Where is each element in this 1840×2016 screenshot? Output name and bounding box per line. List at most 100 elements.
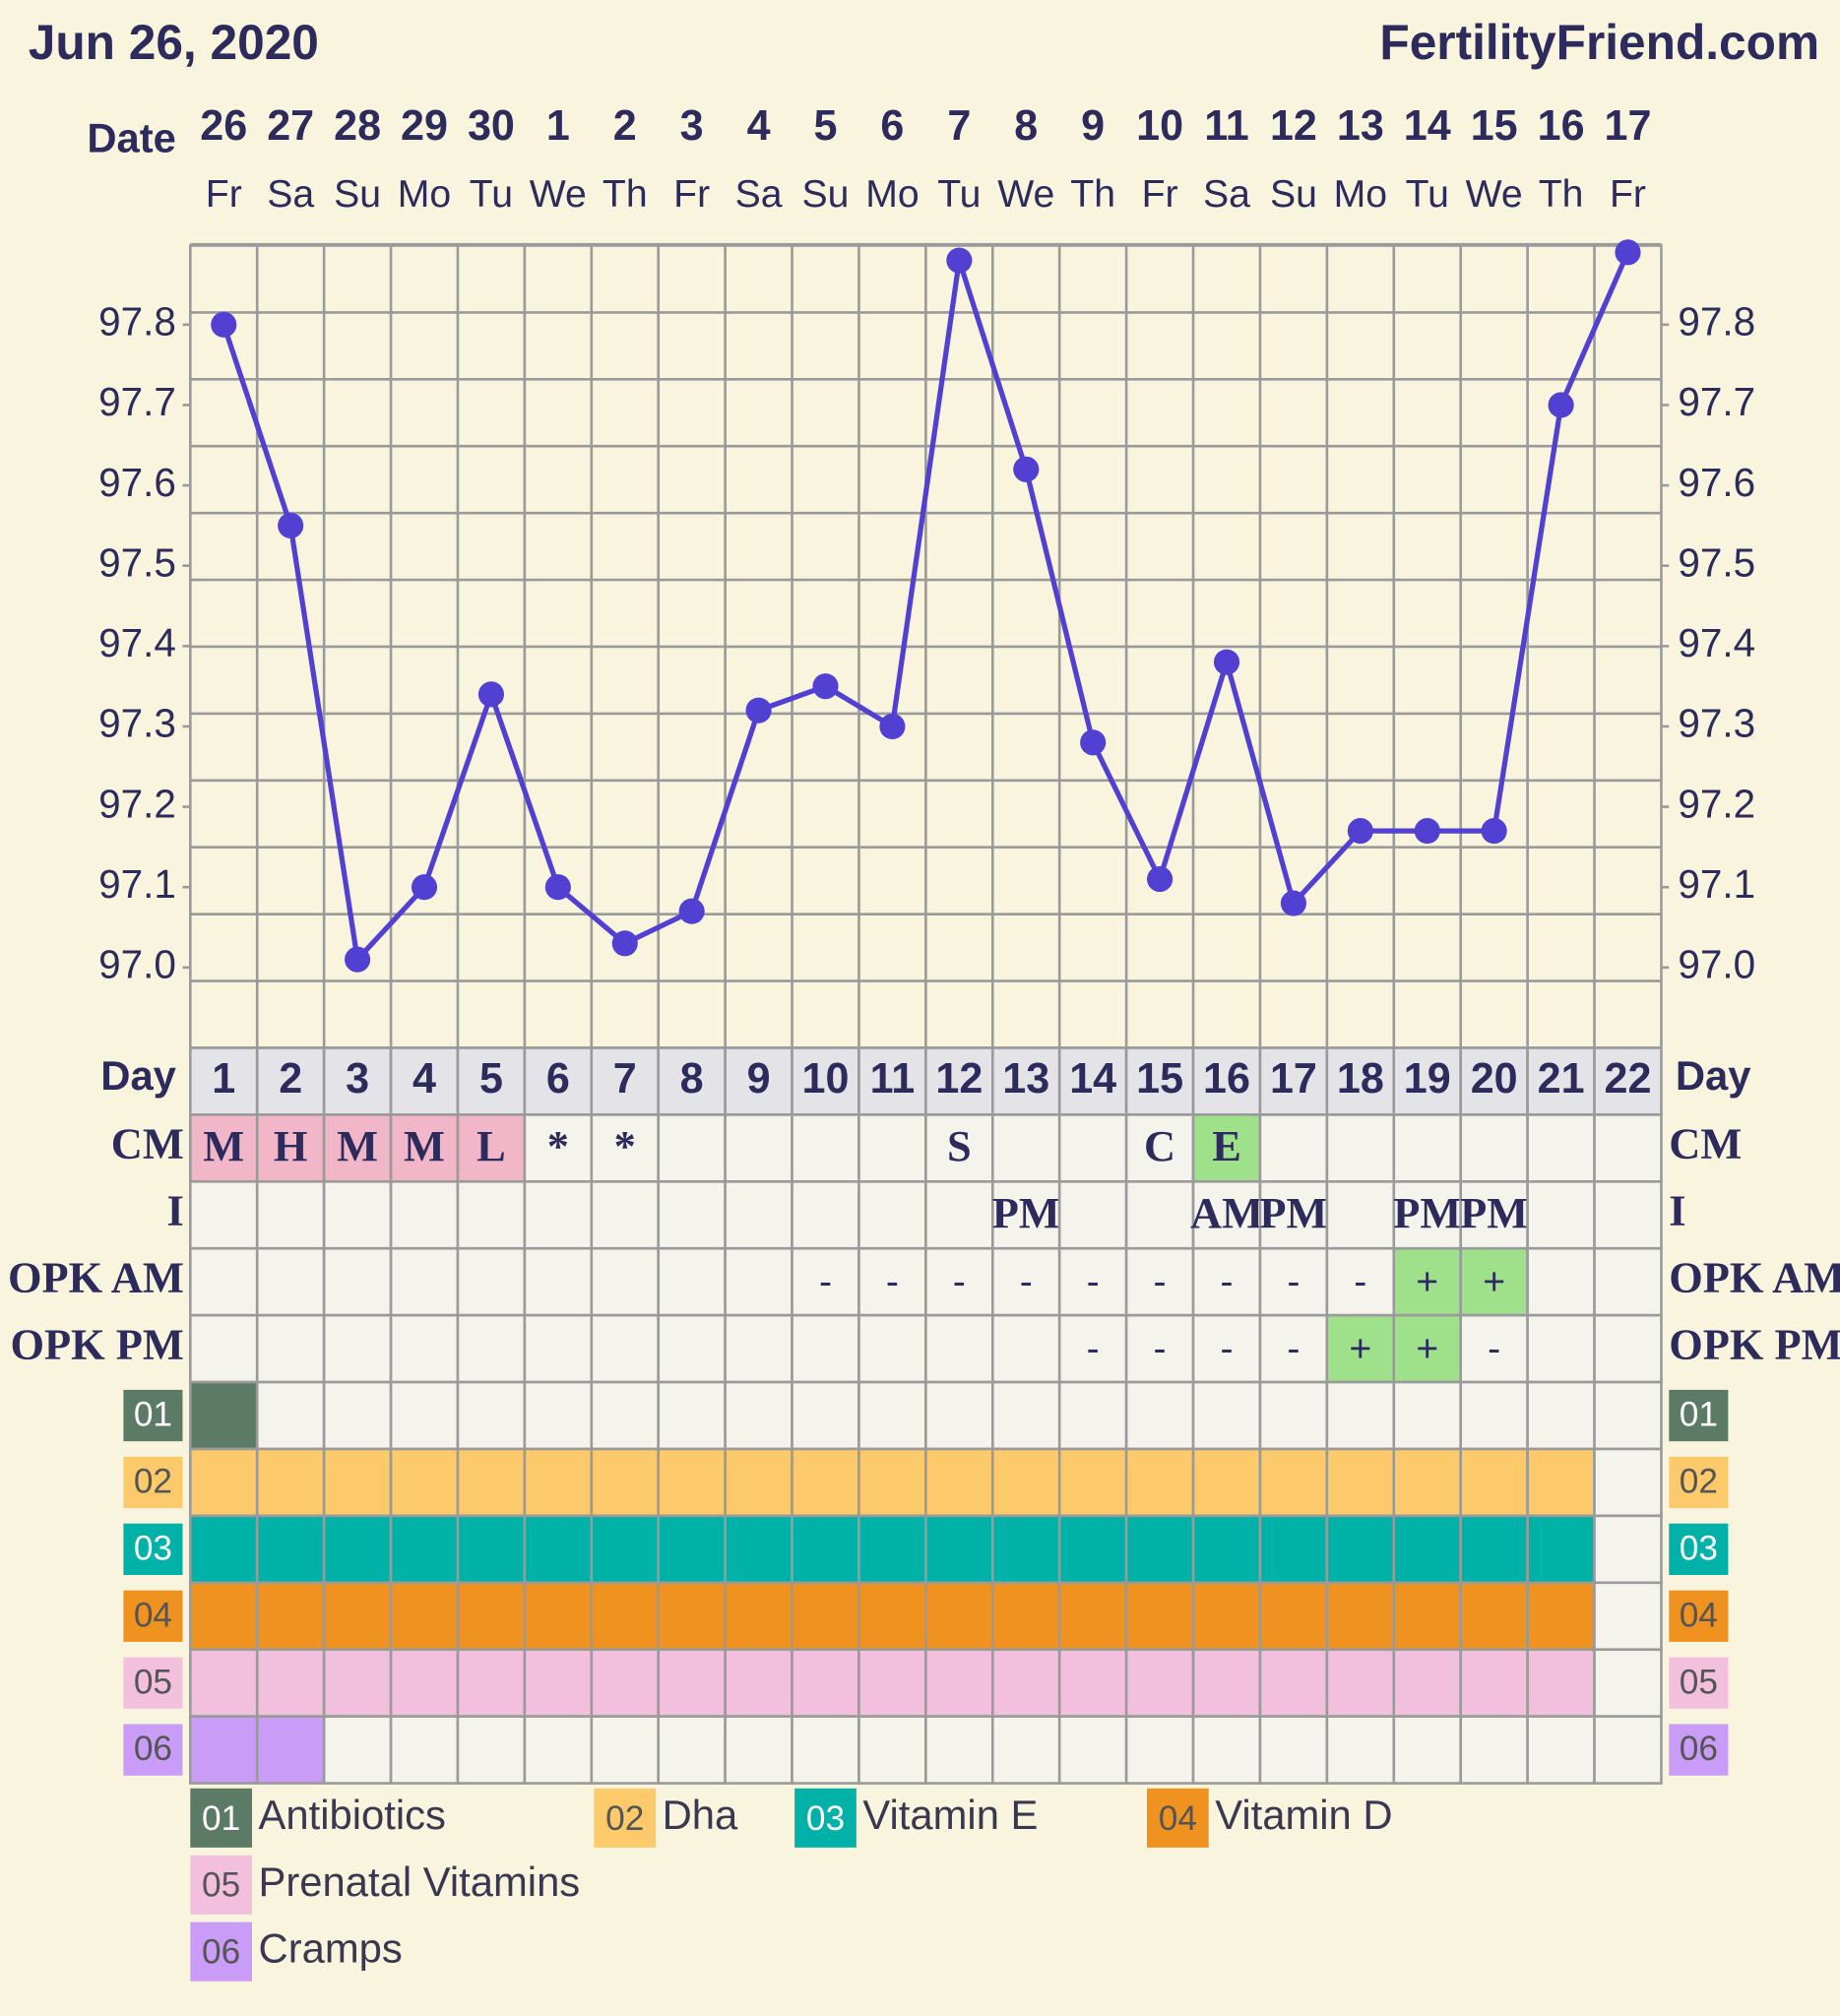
cell-text: + — [1349, 1328, 1371, 1370]
cell-text: + — [1416, 1328, 1438, 1370]
supplement-cell-taken — [590, 1514, 661, 1585]
supplement-cell-taken — [456, 1648, 527, 1718]
temperature-point — [1548, 392, 1574, 418]
date-label: 8 — [1014, 102, 1038, 150]
table-cell — [924, 1246, 994, 1317]
day-number: 8 — [680, 1055, 704, 1102]
supplement-cell — [1593, 1514, 1663, 1585]
table-cell — [1526, 1113, 1596, 1183]
supplement-code-right: 04 — [1680, 1596, 1718, 1634]
supplement-cell — [590, 1380, 661, 1451]
table-cell — [590, 1313, 661, 1384]
supplement-cell-taken — [188, 1648, 259, 1718]
row-label: I — [166, 1185, 183, 1234]
temperature-point — [745, 697, 772, 724]
cell-text: M — [203, 1121, 244, 1170]
temperature-point — [1013, 456, 1040, 482]
cell-text: M — [404, 1121, 445, 1170]
y-tick-label: 97.3 — [98, 701, 176, 746]
date-label: 15 — [1471, 102, 1518, 150]
legend-code: 03 — [806, 1799, 845, 1838]
supplement-cell-taken — [389, 1581, 460, 1652]
supplement-code-right-box — [1669, 1590, 1729, 1642]
supplement-cell — [1057, 1380, 1128, 1451]
date-label: 16 — [1538, 102, 1585, 150]
supplement-cell-taken — [1057, 1514, 1128, 1585]
supplement-cell-taken — [1459, 1648, 1529, 1718]
supplement-cell-taken — [924, 1581, 994, 1652]
table-cell — [990, 1113, 1061, 1183]
y-tick-label: 97.0 — [98, 942, 176, 987]
table-cell — [1124, 1246, 1195, 1317]
y2-tick-label: 97.6 — [1678, 460, 1755, 505]
temperature-point — [1347, 818, 1373, 845]
supplement-cell-taken — [456, 1447, 527, 1518]
supplement-cell-taken — [188, 1581, 259, 1652]
cell-text: - — [1020, 1261, 1033, 1303]
supplement-cell-taken — [1325, 1581, 1396, 1652]
table-cell — [255, 1313, 326, 1384]
supplement-cell-taken — [1124, 1514, 1195, 1585]
supplement-cell-taken — [1191, 1514, 1262, 1585]
table-cell — [857, 1313, 927, 1384]
supplement-cell-taken — [1526, 1581, 1596, 1652]
supplement-cell-taken — [1392, 1648, 1463, 1718]
table-cell — [1325, 1180, 1396, 1250]
temperature-point — [1481, 818, 1507, 845]
legend-name: Dha — [663, 1792, 738, 1838]
table-cell — [1593, 1313, 1663, 1384]
supplement-cell — [255, 1380, 326, 1451]
supplement-cell-taken — [322, 1514, 393, 1585]
temperature-point — [544, 874, 571, 901]
table-cell — [1392, 1313, 1463, 1384]
supplement-cell — [389, 1380, 460, 1451]
supplement-cell-taken — [188, 1447, 259, 1518]
supplement-cell-taken — [1258, 1648, 1329, 1718]
legend-swatch — [190, 1855, 252, 1915]
supplement-cell — [791, 1380, 860, 1451]
table-cell — [857, 1246, 927, 1317]
supplement-cell — [924, 1380, 994, 1451]
cell-text: - — [1287, 1261, 1300, 1303]
temperature-point — [611, 930, 638, 957]
supplement-cell-taken — [523, 1447, 594, 1518]
supplement-code: 04 — [134, 1596, 172, 1634]
cell-text: - — [953, 1261, 966, 1303]
supplement-cell — [523, 1715, 594, 1785]
date-label: 27 — [267, 102, 314, 150]
legend-code: 04 — [1159, 1799, 1197, 1838]
table-cell — [590, 1246, 661, 1317]
supplement-cell-taken — [1191, 1581, 1262, 1652]
date-label: 11 — [1204, 102, 1249, 150]
temperature-point — [1414, 818, 1440, 845]
day-number: 22 — [1605, 1055, 1652, 1102]
y-tick-label: 97.1 — [98, 861, 176, 907]
table-cell — [1325, 1313, 1396, 1384]
supplement-cell-taken — [857, 1648, 927, 1718]
supplement-code-right: 05 — [1680, 1663, 1718, 1701]
table-cell — [255, 1246, 326, 1317]
y2-tick-label: 97.3 — [1678, 701, 1755, 746]
day-number: 11 — [870, 1055, 916, 1102]
supplement-cell-taken — [322, 1447, 393, 1518]
supplement-cell-taken — [389, 1514, 460, 1585]
supplement-cell-taken — [456, 1581, 527, 1652]
row-label-right: CM — [1669, 1119, 1742, 1168]
supplement-cell — [1526, 1715, 1596, 1785]
supplement-cell-taken — [255, 1514, 326, 1585]
supplement-cell-taken — [255, 1715, 326, 1785]
table-cell — [389, 1313, 460, 1384]
table-cell — [188, 1313, 259, 1384]
legend-code: 01 — [202, 1799, 240, 1838]
supplement-cell — [924, 1715, 994, 1785]
supplement-cell-taken — [924, 1514, 994, 1585]
cell-text: - — [1154, 1328, 1167, 1370]
table-cell — [188, 1180, 259, 1250]
weekday-label: We — [997, 173, 1054, 216]
table-cell — [1057, 1180, 1128, 1250]
table-cell — [657, 1113, 727, 1183]
table-cell — [1057, 1113, 1128, 1183]
table-cell — [523, 1313, 594, 1384]
table-cell — [657, 1246, 727, 1317]
